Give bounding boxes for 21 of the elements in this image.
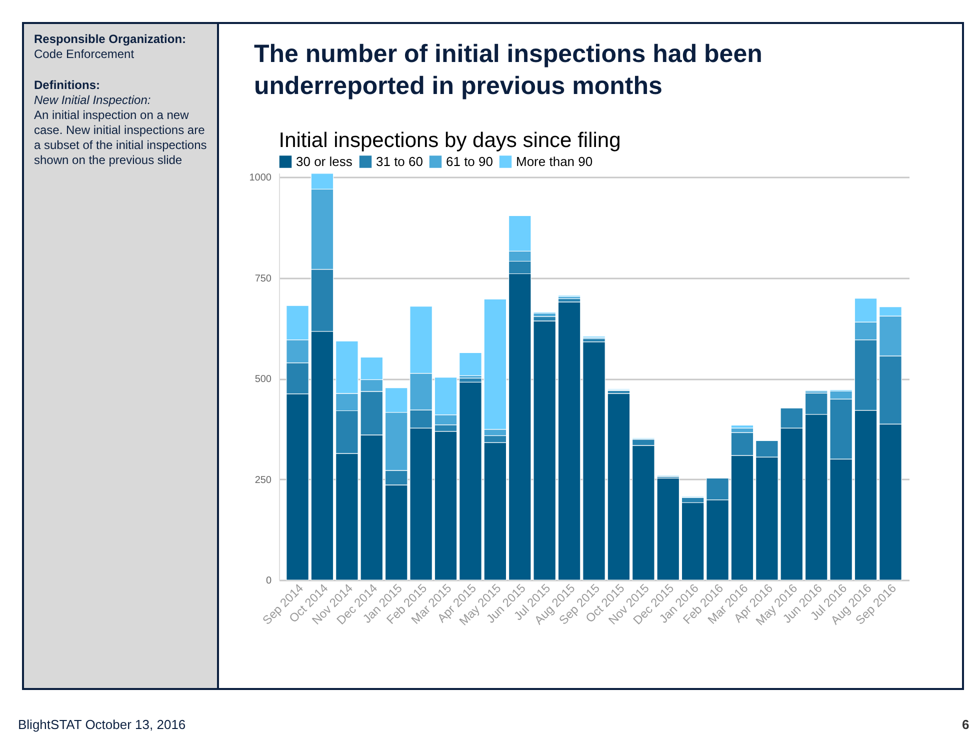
bar [582, 342, 606, 580]
y-tick-label: 0 [266, 576, 272, 586]
text: Definitions: [34, 78, 101, 93]
legend-label: 31 to 60 [376, 154, 423, 169]
chart-title: The number of initial inspections had been underreported in previous months [254, 39, 764, 102]
y-tick-label: 1000 [249, 172, 272, 184]
text: 6 [962, 717, 970, 732]
text: Responsible Organization: [34, 32, 188, 47]
chart-subtitle: Initial inspections by days since filing [278, 129, 621, 152]
y-tick-label: 250 [254, 474, 272, 486]
text: An initial inspection on a new case. New initial inspections are a subset of the initial inspections shown on the previous slide [34, 108, 207, 168]
y-tick-label: 500 [254, 374, 272, 386]
text: New Initial Inspection: [34, 93, 152, 108]
text: BlightSTAT October 13, 2016 [18, 717, 186, 732]
bar [607, 393, 630, 580]
legend-label: 61 to 90 [446, 154, 493, 169]
y-tick-label: 750 [254, 273, 272, 284]
text: Code Enforcement [34, 47, 136, 62]
bar [558, 302, 581, 580]
legend-label: 30 or less [296, 154, 353, 169]
legend-label: More than 90 [516, 154, 593, 169]
